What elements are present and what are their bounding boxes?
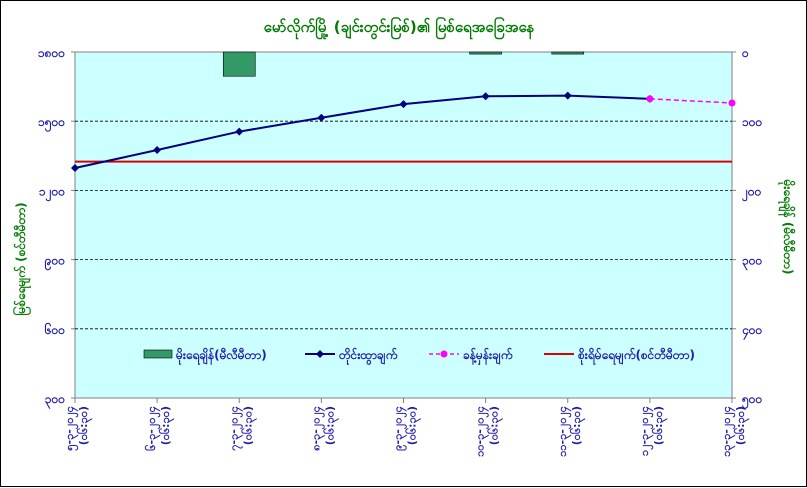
plot-area <box>74 51 733 399</box>
x-tick-label: ၁၁-၃-၂၀၂၄ <box>556 406 572 457</box>
x-tick-label: ၁၀-၃-၂၀၂၄ <box>474 406 490 457</box>
x-tick-label: ၁၂-၃-၂၀၂၄ <box>638 406 654 456</box>
x-tick-label: (၀၆:၃၀) <box>406 406 422 445</box>
legend-rain-label: မိုးရေချိန်(မီလီမီတာ) <box>175 346 267 366</box>
forecast-point <box>728 99 736 107</box>
x-tick-label-group: ၈-၃-၂၀၂၄ (၀၆:၃၀) <box>309 406 339 451</box>
left-tick-label: ၁၅၀၀ <box>38 115 65 133</box>
x-tick-label: (၀၆:၃၀) <box>734 406 750 445</box>
x-tick-label-group: ၇-၃-၂၀၂၄ (၀၆:၃၀) <box>227 406 257 451</box>
right-tick-label: ၃၀၀ <box>742 254 763 272</box>
x-tick-label-group: ၁၁-၃-၂၀၂၄ (၀၆:၃၀) <box>556 406 586 457</box>
x-tick-label-group: ၅-၃-၂၀၂၄ (၀၆:၃၀) <box>63 406 93 451</box>
right-axis-label: မိုးရေချိန် (မီလီမီတာ) <box>777 179 797 275</box>
x-tick-label: (၀၆:၃၀) <box>570 406 586 445</box>
right-tick-label: ၅၀၀ <box>741 392 763 410</box>
legend-warning-label: စိုးရိမ်ရေမျက်(စင်တီမီတာ) <box>577 346 695 366</box>
left-axis-label: မြစ်ရေမျက် (စင်တီမီတာ) <box>11 202 32 315</box>
measured-point <box>317 113 326 122</box>
x-tick-label-group: ၉-၃-၂၀၂၄ (၀၆:၃၀) <box>392 406 422 451</box>
x-tick-label: ၈-၃-၂၀၂၄ <box>309 406 325 451</box>
x-tick-label-group: ၁၃-၃-၂၀၂၄ (၀၆:၃၀) <box>720 406 750 457</box>
forecast-point <box>646 95 654 103</box>
right-tick-label: ၁၀၀ <box>742 115 763 129</box>
x-tick-label: (၀၆:၃၀) <box>323 406 339 445</box>
chart-title: မော်လိုက်မြို့ (ချင်းတွင်းမြစ်)၏ မြစ်ရေအ… <box>264 16 535 40</box>
x-tick-label: (၀၆:၃၀) <box>488 406 504 445</box>
legend-measured-marker <box>316 350 324 358</box>
x-tick-label: ၁၃-၃-၂၀၂၄ <box>720 406 736 457</box>
x-tick-label: ၉-၃-၂၀၂၄ <box>392 406 408 451</box>
forecast-series <box>646 95 736 107</box>
rain-bar <box>222 51 256 77</box>
x-tick-label: ၆-၃-၂၀၂၄ <box>145 406 161 451</box>
x-axis-ticks: ၅-၃-၂၀၂၄ (၀၆:၃၀) ၆-၃-၂၀၂၄ (၀၆:၃၀) ၇-၃-၂၀၂၄ (၀… <box>63 398 750 457</box>
left-tick-label: ၉၀၀ <box>44 254 66 272</box>
left-tick-label: ၁၂၀၀ <box>39 184 65 202</box>
x-tick-label: (၀၆:၃၀) <box>241 406 257 445</box>
x-tick-label-group: ၁၂-၃-၂၀၂၄ (၀၆:၃၀) <box>638 406 668 456</box>
left-axis-ticks: ၃၀၀ ၆၀၀ ၉၀၀ ၁၂၀၀ ၁၅၀၀ ၁၈၀၀ <box>38 46 75 410</box>
right-tick-label: ၄၀၀ <box>741 323 763 341</box>
measured-point <box>153 146 162 155</box>
grid-lines <box>75 120 732 330</box>
x-tick-label: (၀၆:၃၀) <box>652 406 668 445</box>
x-tick-label: (၀၆:၃၀) <box>159 406 175 445</box>
right-tick-label: ၀ <box>741 46 749 60</box>
measured-line <box>74 94 650 170</box>
legend-rain-swatch <box>143 349 173 359</box>
rainfall-bars <box>222 51 585 77</box>
rain-bar <box>551 51 585 55</box>
measured-point <box>399 100 408 109</box>
left-tick-label: ၃၀၀ <box>45 392 66 410</box>
legend-forecast-marker <box>440 350 448 358</box>
forecast-line <box>649 98 733 104</box>
x-tick-label: ၇-၃-၂၀၂၄ <box>227 406 243 451</box>
left-tick-label: ၁၈၀၀ <box>38 46 65 60</box>
measured-point <box>71 164 79 173</box>
rain-bar <box>469 51 502 55</box>
x-tick-label: ၅-၃-၂၀၂၄ <box>63 406 79 451</box>
right-tick-label: ၂၀၀ <box>741 184 762 202</box>
measured-point <box>235 127 244 136</box>
x-tick-label-group: ၁၀-၃-၂၀၂၄ (၀၆:၃၀) <box>474 406 504 457</box>
x-tick-label: (၀၆:၃၀) <box>77 406 93 445</box>
legend-measured-label: တိုင်းထွာချက် <box>338 346 398 366</box>
measured-point <box>481 92 490 101</box>
legend: မိုးရေချိန်(မီလီမီတာ) တိုင်းထွာချက် ခန့်… <box>143 346 695 366</box>
measured-series <box>71 91 654 173</box>
x-tick-label-group: ၆-၃-၂၀၂၄ (၀၆:၃၀) <box>145 406 175 451</box>
left-tick-label: ၆၀၀ <box>44 321 66 337</box>
legend-forecast-label: ခန့်မှန်းချက် <box>463 346 513 366</box>
measured-point <box>563 91 572 100</box>
